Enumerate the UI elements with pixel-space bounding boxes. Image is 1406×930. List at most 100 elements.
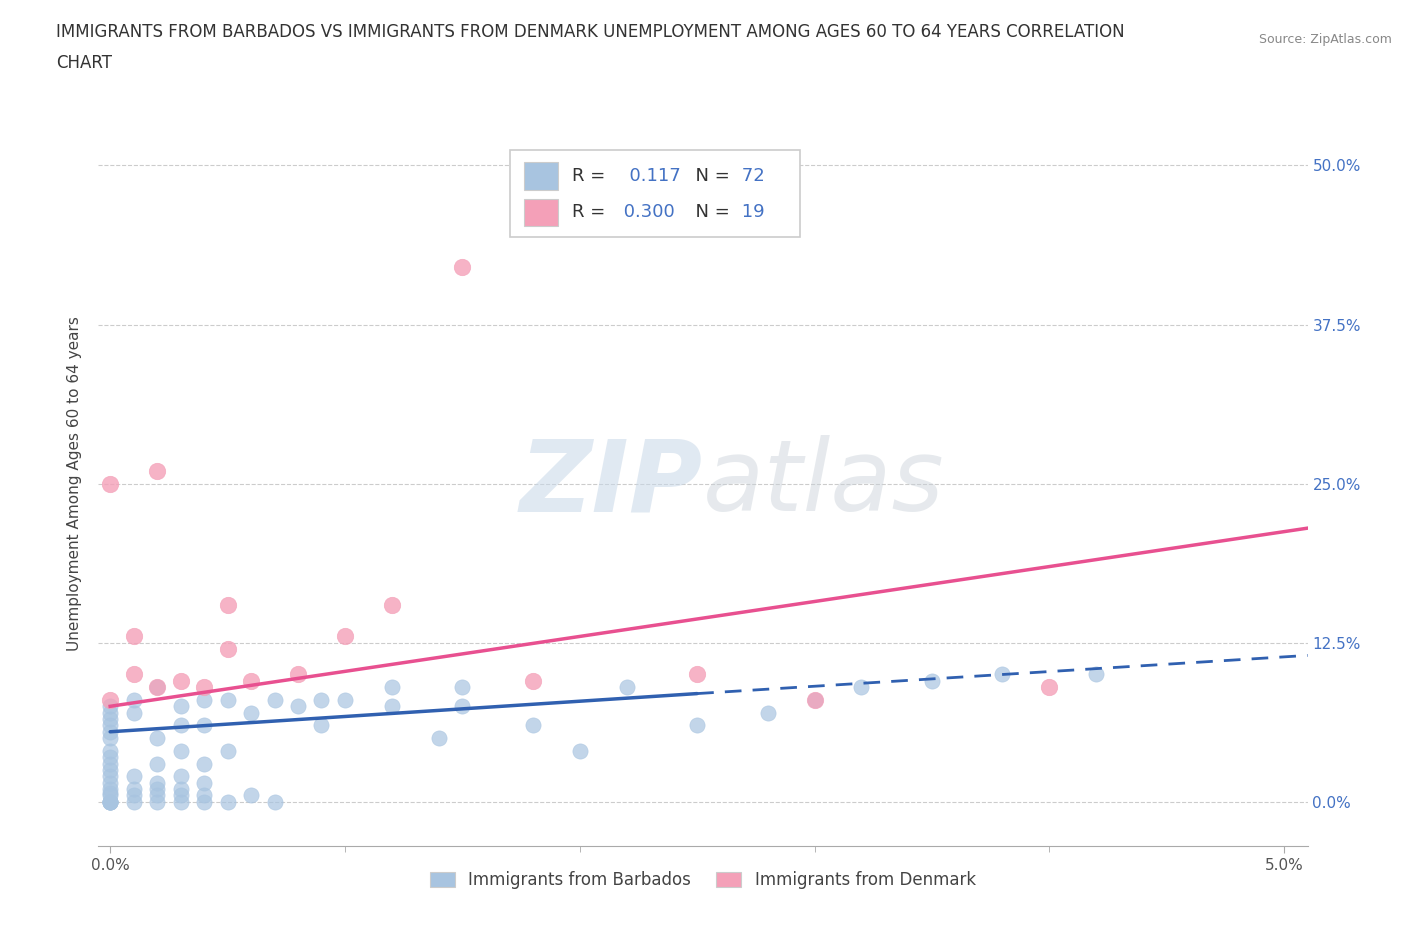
Point	[98, 750, 121, 764]
Text: Source: ZipAtlas.com: Source: ZipAtlas.com	[1258, 33, 1392, 46]
Point	[381, 698, 404, 713]
Point	[1085, 667, 1108, 682]
Point	[311, 693, 333, 708]
Point	[381, 680, 404, 695]
Point	[169, 794, 191, 809]
Point	[263, 794, 285, 809]
Legend: Immigrants from Barbados, Immigrants from Denmark: Immigrants from Barbados, Immigrants fro…	[423, 865, 983, 896]
Point	[98, 786, 121, 801]
Point	[756, 705, 779, 720]
Point	[98, 794, 121, 809]
Point	[122, 788, 145, 803]
Text: IMMIGRANTS FROM BARBADOS VS IMMIGRANTS FROM DENMARK UNEMPLOYMENT AMONG AGES 60 T: IMMIGRANTS FROM BARBADOS VS IMMIGRANTS F…	[56, 23, 1125, 41]
Text: 72: 72	[735, 167, 765, 185]
Point	[146, 794, 169, 809]
Point	[122, 693, 145, 708]
FancyBboxPatch shape	[509, 150, 800, 237]
Bar	[524, 162, 558, 190]
Text: 0.117: 0.117	[619, 167, 681, 185]
Point	[98, 476, 121, 491]
Point	[122, 667, 145, 682]
Point	[240, 788, 263, 803]
Point	[686, 667, 709, 682]
Point	[217, 642, 239, 657]
Point	[217, 693, 239, 708]
Point	[146, 680, 169, 695]
Point	[451, 680, 474, 695]
Point	[98, 794, 121, 809]
Point	[98, 724, 121, 739]
Point	[311, 718, 333, 733]
Point	[333, 693, 356, 708]
Point	[169, 781, 191, 796]
Text: CHART: CHART	[56, 54, 112, 72]
Point	[122, 781, 145, 796]
Point	[122, 705, 145, 720]
Point	[803, 693, 825, 708]
Point	[98, 769, 121, 784]
Point	[240, 673, 263, 688]
Point	[217, 597, 239, 612]
Point	[146, 463, 169, 478]
Point	[522, 718, 544, 733]
Point	[98, 794, 121, 809]
Point	[193, 794, 215, 809]
Point	[98, 731, 121, 746]
Text: 0.300: 0.300	[619, 204, 675, 221]
Point	[98, 718, 121, 733]
Point	[169, 673, 191, 688]
Point	[522, 673, 544, 688]
Point	[451, 698, 474, 713]
Text: N =: N =	[683, 167, 730, 185]
Point	[193, 718, 215, 733]
Text: R =: R =	[572, 204, 606, 221]
Point	[451, 259, 474, 274]
Point	[98, 705, 121, 720]
Point	[146, 776, 169, 790]
Point	[568, 743, 591, 758]
Point	[381, 597, 404, 612]
Point	[146, 731, 169, 746]
Point	[98, 698, 121, 713]
Point	[169, 769, 191, 784]
Text: R =: R =	[572, 167, 606, 185]
Y-axis label: Unemployment Among Ages 60 to 64 years: Unemployment Among Ages 60 to 64 years	[67, 316, 83, 651]
Point	[851, 680, 873, 695]
Point	[98, 763, 121, 777]
Point	[616, 680, 638, 695]
Point	[217, 794, 239, 809]
Point	[287, 698, 309, 713]
Point	[98, 693, 121, 708]
Text: atlas: atlas	[703, 435, 945, 532]
Text: ZIP: ZIP	[520, 435, 703, 532]
Point	[287, 667, 309, 682]
Point	[991, 667, 1014, 682]
Point	[146, 680, 169, 695]
Point	[193, 756, 215, 771]
Text: N =: N =	[683, 204, 730, 221]
Point	[98, 743, 121, 758]
Point	[169, 718, 191, 733]
Point	[122, 629, 145, 644]
Point	[98, 781, 121, 796]
Point	[146, 781, 169, 796]
Bar	[524, 198, 558, 226]
Point	[122, 794, 145, 809]
Point	[169, 698, 191, 713]
Point	[1038, 680, 1060, 695]
Point	[98, 776, 121, 790]
Point	[263, 693, 285, 708]
Point	[333, 629, 356, 644]
Point	[169, 788, 191, 803]
Point	[146, 756, 169, 771]
Point	[98, 788, 121, 803]
Point	[98, 794, 121, 809]
Point	[193, 693, 215, 708]
Point	[98, 756, 121, 771]
Point	[427, 731, 450, 746]
Point	[217, 743, 239, 758]
Point	[921, 673, 943, 688]
Point	[169, 743, 191, 758]
Point	[686, 718, 709, 733]
Point	[240, 705, 263, 720]
